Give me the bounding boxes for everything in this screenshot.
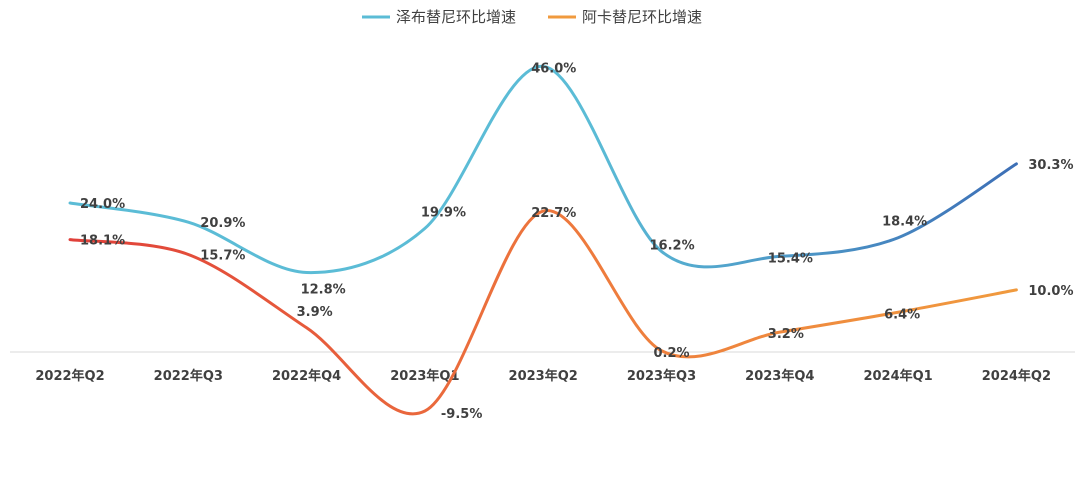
data-label: 3.2% [768, 327, 804, 342]
x-tick-label: 2023年Q1 [390, 368, 459, 384]
data-label: 15.7% [200, 249, 245, 264]
data-label: 18.1% [80, 234, 125, 249]
data-label: 46.0% [531, 61, 576, 76]
x-tick-label: 2023年Q4 [745, 368, 814, 384]
data-label: 19.9% [421, 205, 466, 220]
x-tick-label: 2022年Q3 [154, 368, 223, 384]
x-tick-label: 2022年Q2 [35, 368, 104, 384]
legend-label: 泽布替尼环比增速 [396, 8, 516, 26]
data-label: 24.0% [80, 197, 125, 212]
data-labels: 24.0% 20.9% 12.8% 19.9% 46.0% 16.2% 15.4% 18.4%… [80, 61, 1074, 422]
series-line-1 [68, 209, 1018, 416]
data-label: 22.7% [531, 206, 576, 221]
data-label: 3.9% [297, 305, 333, 320]
legend-label: 阿卡替尼环比增速 [582, 8, 702, 26]
data-label: 0.2% [654, 346, 690, 361]
series-lines [68, 64, 1018, 416]
data-label: 10.0% [1028, 284, 1073, 299]
x-axis: 2022年Q2 2022年Q3 2022年Q4 2023年Q1 2023年Q2 2023年… [10, 351, 1075, 384]
data-label: 16.2% [650, 238, 695, 253]
data-label: 15.4% [768, 251, 813, 266]
x-tick-label: 2024年Q1 [863, 368, 932, 384]
series-line-0 [68, 64, 1018, 275]
data-label: -9.5% [441, 407, 482, 422]
x-tick-label: 2022年Q4 [272, 368, 341, 384]
x-tick-label: 2023年Q2 [509, 368, 578, 384]
data-label: 12.8% [301, 283, 346, 298]
legend: 泽布替尼环比增速 阿卡替尼环比增速 [362, 8, 702, 26]
x-tick-label: 2024年Q2 [982, 368, 1051, 384]
data-label: 18.4% [882, 215, 927, 230]
data-label: 20.9% [200, 216, 245, 231]
data-label: 30.3% [1028, 158, 1073, 173]
x-tick-label: 2023年Q3 [627, 368, 696, 384]
data-label: 6.4% [884, 307, 920, 322]
